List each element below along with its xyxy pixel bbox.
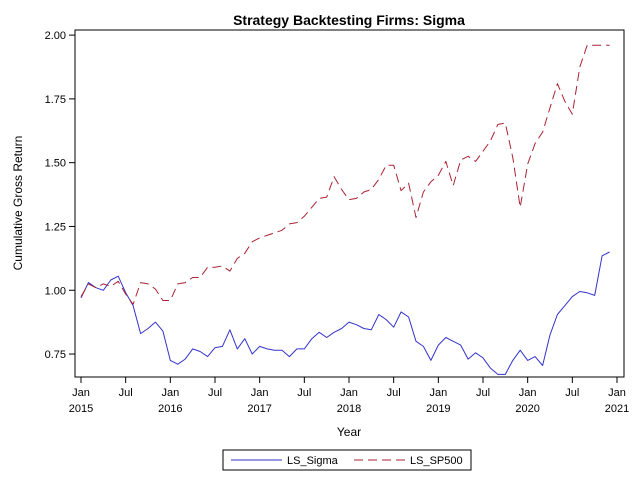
x-tick-label-month: Jan bbox=[161, 387, 179, 399]
y-tick-label: 1.50 bbox=[45, 158, 66, 170]
x-tick-label-month: Jan bbox=[608, 387, 626, 399]
x-tick-label-month: Jul bbox=[387, 387, 401, 399]
x-tick-label-month: Jan bbox=[72, 387, 90, 399]
x-tick-label-year: 2020 bbox=[515, 403, 539, 415]
x-tick-label-year: 2016 bbox=[158, 403, 182, 415]
x-tick-label-year: 2018 bbox=[337, 403, 361, 415]
x-tick-label-month: Jul bbox=[565, 387, 579, 399]
x-tick-label-month: Jan bbox=[251, 387, 269, 399]
x-axis-label: Year bbox=[337, 425, 361, 439]
series-lines bbox=[80, 44, 610, 375]
y-tick-label: 1.75 bbox=[45, 94, 66, 106]
x-tick-label-month: Jul bbox=[297, 387, 311, 399]
x-tick-label-month: Jul bbox=[119, 387, 133, 399]
legend: LS_Sigma LS_SP500 bbox=[222, 449, 472, 471]
x-axis: Jan 2015 Jul Jan 2016 Jul Jan 2017 Jul Jan 2018 Jul… bbox=[69, 377, 629, 415]
legend-frame bbox=[222, 449, 472, 471]
series-line-ls-sp500 bbox=[80, 44, 610, 305]
x-tick-label-month: Jul bbox=[476, 387, 490, 399]
y-axis: 0.75 1.00 1.25 1.50 1.75 2.00 bbox=[45, 30, 75, 361]
x-tick-label-month: Jan bbox=[519, 387, 537, 399]
y-tick-label: 2.00 bbox=[45, 30, 66, 42]
x-tick-label-year: 2017 bbox=[247, 403, 271, 415]
x-tick-label-month: Jan bbox=[429, 387, 447, 399]
x-tick-label-year: 2015 bbox=[69, 403, 93, 415]
y-tick-label: 0.75 bbox=[45, 349, 66, 361]
x-tick-label-month: Jan bbox=[340, 387, 358, 399]
legend-label-ls-sigma: LS_Sigma bbox=[287, 455, 339, 467]
x-tick-label-year: 2019 bbox=[426, 403, 450, 415]
x-tick-label-month: Jul bbox=[208, 387, 222, 399]
y-tick-label: 1.00 bbox=[45, 285, 66, 297]
y-tick-label: 1.25 bbox=[45, 221, 66, 233]
x-tick-label-year: 2021 bbox=[605, 403, 629, 415]
chart-title: Strategy Backtesting Firms: Sigma bbox=[233, 12, 465, 28]
series-line-ls-sigma bbox=[80, 251, 610, 375]
y-axis-label: Cumulative Gross Return bbox=[11, 136, 25, 271]
legend-label-ls-sp500: LS_SP500 bbox=[410, 455, 463, 467]
